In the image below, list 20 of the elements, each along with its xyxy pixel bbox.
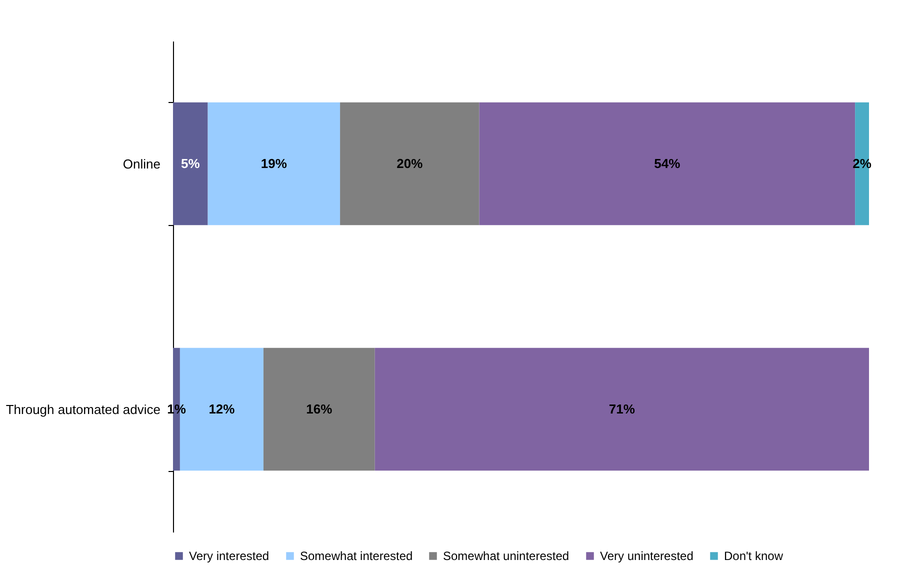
y-tick-label: Online xyxy=(122,156,160,172)
data-label: 54% xyxy=(654,156,681,171)
data-label: 19% xyxy=(260,156,288,171)
bar xyxy=(208,102,340,226)
data-label: 71% xyxy=(608,401,636,416)
bar xyxy=(173,102,208,226)
legend-label: Very interested xyxy=(189,549,270,563)
bar xyxy=(263,348,375,471)
data-label: 1% xyxy=(167,401,186,416)
legend-label: Somewhat interested xyxy=(300,549,413,563)
legend-label: Very uninterested xyxy=(600,549,694,563)
legend-label: Don't know xyxy=(724,549,784,563)
data-label: 16% xyxy=(306,401,333,416)
bar xyxy=(340,102,480,226)
legend-label: Somewhat uninterested xyxy=(443,549,570,563)
data-label: 20% xyxy=(396,156,424,171)
bar xyxy=(374,348,869,471)
data-label: 5% xyxy=(181,156,200,171)
y-tick-label: Through automated advice xyxy=(6,402,160,417)
data-label: 12% xyxy=(208,401,236,416)
